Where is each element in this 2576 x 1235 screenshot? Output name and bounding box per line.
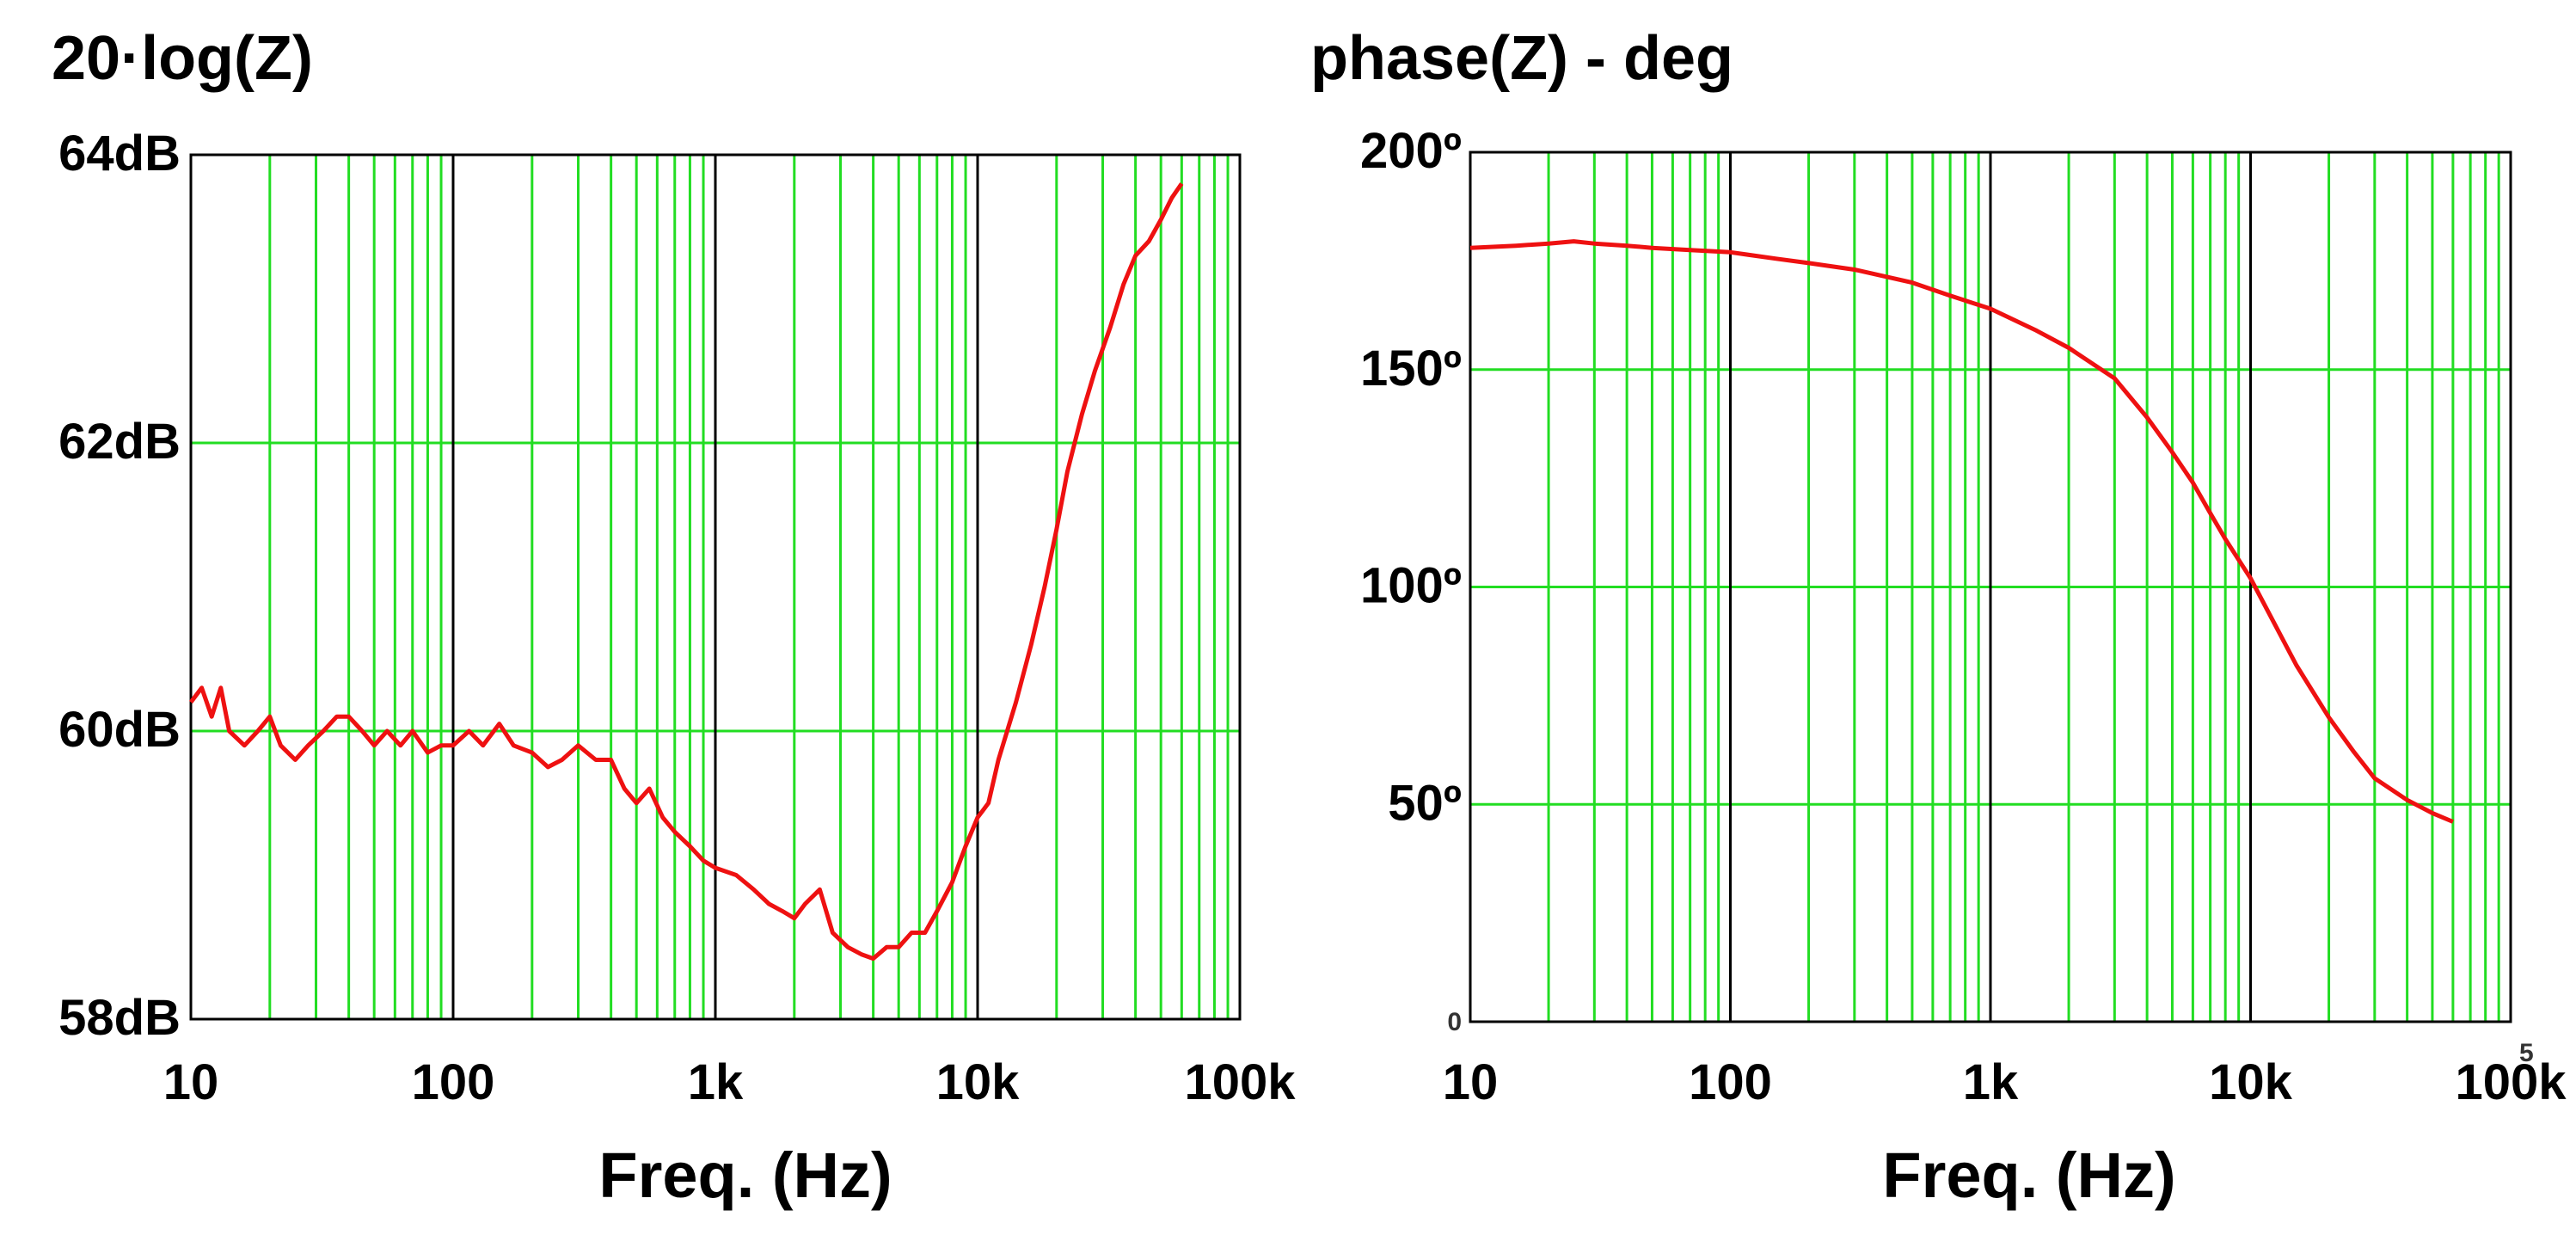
x-tick-label: 100k [1184,1054,1296,1110]
x-axis-label: Freq. (Hz) [598,1140,892,1211]
y-tick-label: 50º [1388,775,1462,831]
plot-frame [189,153,1242,1021]
x-tick-labels: 10 100 1k 10k 100k [163,1054,1297,1110]
y-tick-label: 64dB [58,126,181,181]
x-tick-label: 10 [163,1054,219,1110]
x-tick-label: 10k [936,1054,1021,1110]
y-tick-label: 150º [1360,341,1462,396]
x-axis-exponent-mark: 5 [2519,1039,2534,1067]
phase-series-line [1469,239,2454,824]
y-tick-labels: 0 50º 100º 150º 200º [1360,123,1462,1036]
y-tick-label: 100º [1360,558,1462,614]
x-tick-labels: 10 100 1k 10k 100k [1443,1054,2567,1110]
x-tick-label: 10 [1443,1054,1499,1110]
chart-title: 20·log(Z) [52,24,313,93]
x-tick-label: 1k [688,1054,744,1110]
chart-title: phase(Z) - deg [1310,24,1733,93]
y-tick-label: 60dB [58,702,181,758]
x-tick-label: 10k [2209,1054,2293,1110]
x-tick-label: 1k [1963,1054,2019,1110]
magnitude-series-line [189,182,1184,962]
plot-frame [1469,151,2512,1023]
y-tick-label: 58dB [58,990,181,1046]
plot-grid [1469,151,2512,1023]
x-axis-label: Freq. (Hz) [1882,1140,2175,1211]
impedance-magnitude-chart: 20·log(Z) 10 100 1k 10k 100k 58dB 60dB 62dB 64d… [52,24,1296,1211]
y-tick-label: 62dB [58,414,181,470]
y-tick-label: 0 [1447,1008,1462,1036]
plot-grid [189,153,1242,1021]
x-tick-label: 100 [1689,1054,1772,1110]
impedance-phase-chart: phase(Z) - deg 10 100 1k 10k 100k 0 50º 100º 15… [1310,24,2567,1211]
x-tick-label: 100 [412,1054,495,1110]
y-tick-label: 200º [1360,123,1462,179]
x-tick-label: 100k [2455,1054,2567,1110]
y-tick-labels: 58dB 60dB 62dB 64dB [58,126,181,1046]
